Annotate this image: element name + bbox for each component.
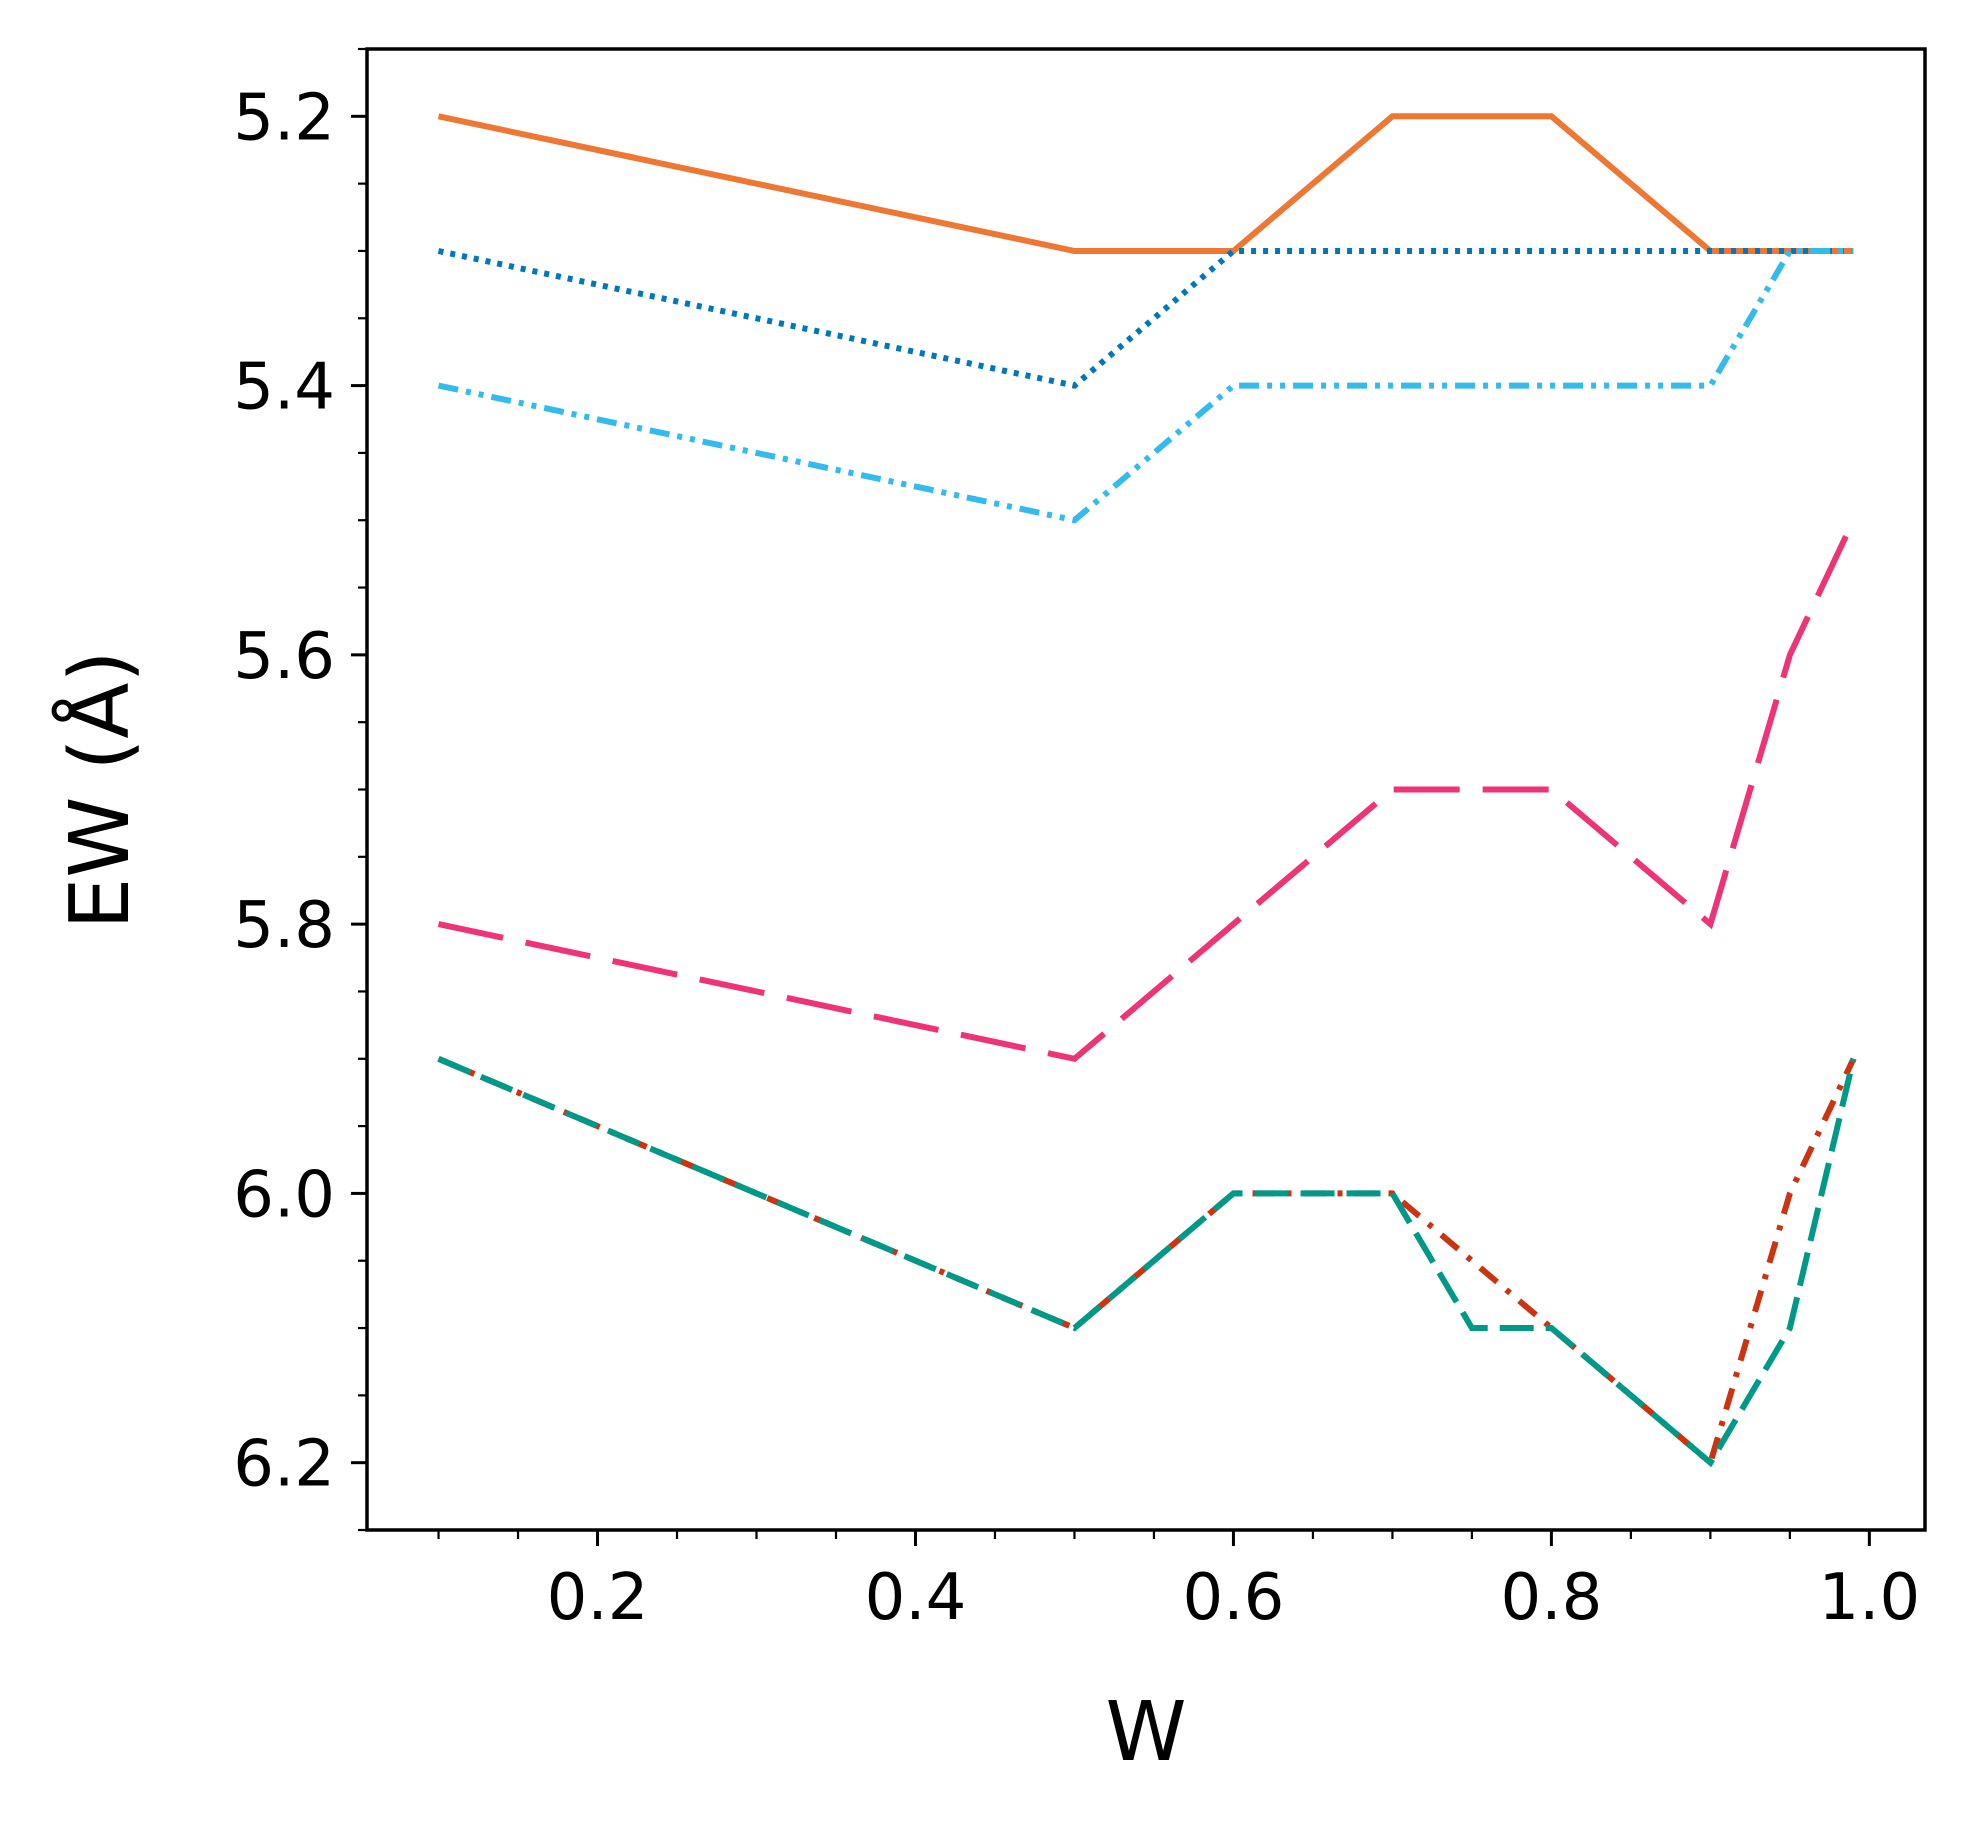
y-tick-label: 6.0: [233, 1158, 335, 1232]
y-tick-label: 5.4: [233, 351, 335, 425]
series-line-5: [437, 1056, 1857, 1468]
x-axis-title: W: [1105, 1685, 1186, 1780]
plot-frame: [365, 47, 1927, 1532]
y-tick-label: 5.8: [233, 889, 335, 963]
series-line-4: [437, 518, 1857, 1063]
x-tick-label: 0.2: [547, 1561, 649, 1635]
series-layer: [437, 113, 1857, 1468]
x-tick-label: 0.6: [1183, 1561, 1285, 1635]
y-tick-label: 6.2: [233, 1428, 335, 1502]
series-line-6: [437, 1056, 1857, 1468]
y-axis: 5.2 5.4 5.6 5.8 6.0 6.2: [233, 47, 367, 1532]
y-axis-title: EW (Å): [52, 650, 148, 929]
x-tick-label: 0.4: [865, 1561, 967, 1635]
y-tick-label: 5.6: [233, 620, 335, 694]
y-tick-label: 5.2: [233, 81, 335, 155]
series-line-3: [437, 248, 1854, 524]
x-tick-label: 0.8: [1501, 1561, 1603, 1635]
x-axis: 0.2 0.4 0.6 0.8 1.0: [437, 1530, 1920, 1635]
series-line-1: [437, 113, 1854, 254]
series-line-2: [437, 248, 1854, 389]
x-tick-label: 1.0: [1818, 1561, 1920, 1635]
